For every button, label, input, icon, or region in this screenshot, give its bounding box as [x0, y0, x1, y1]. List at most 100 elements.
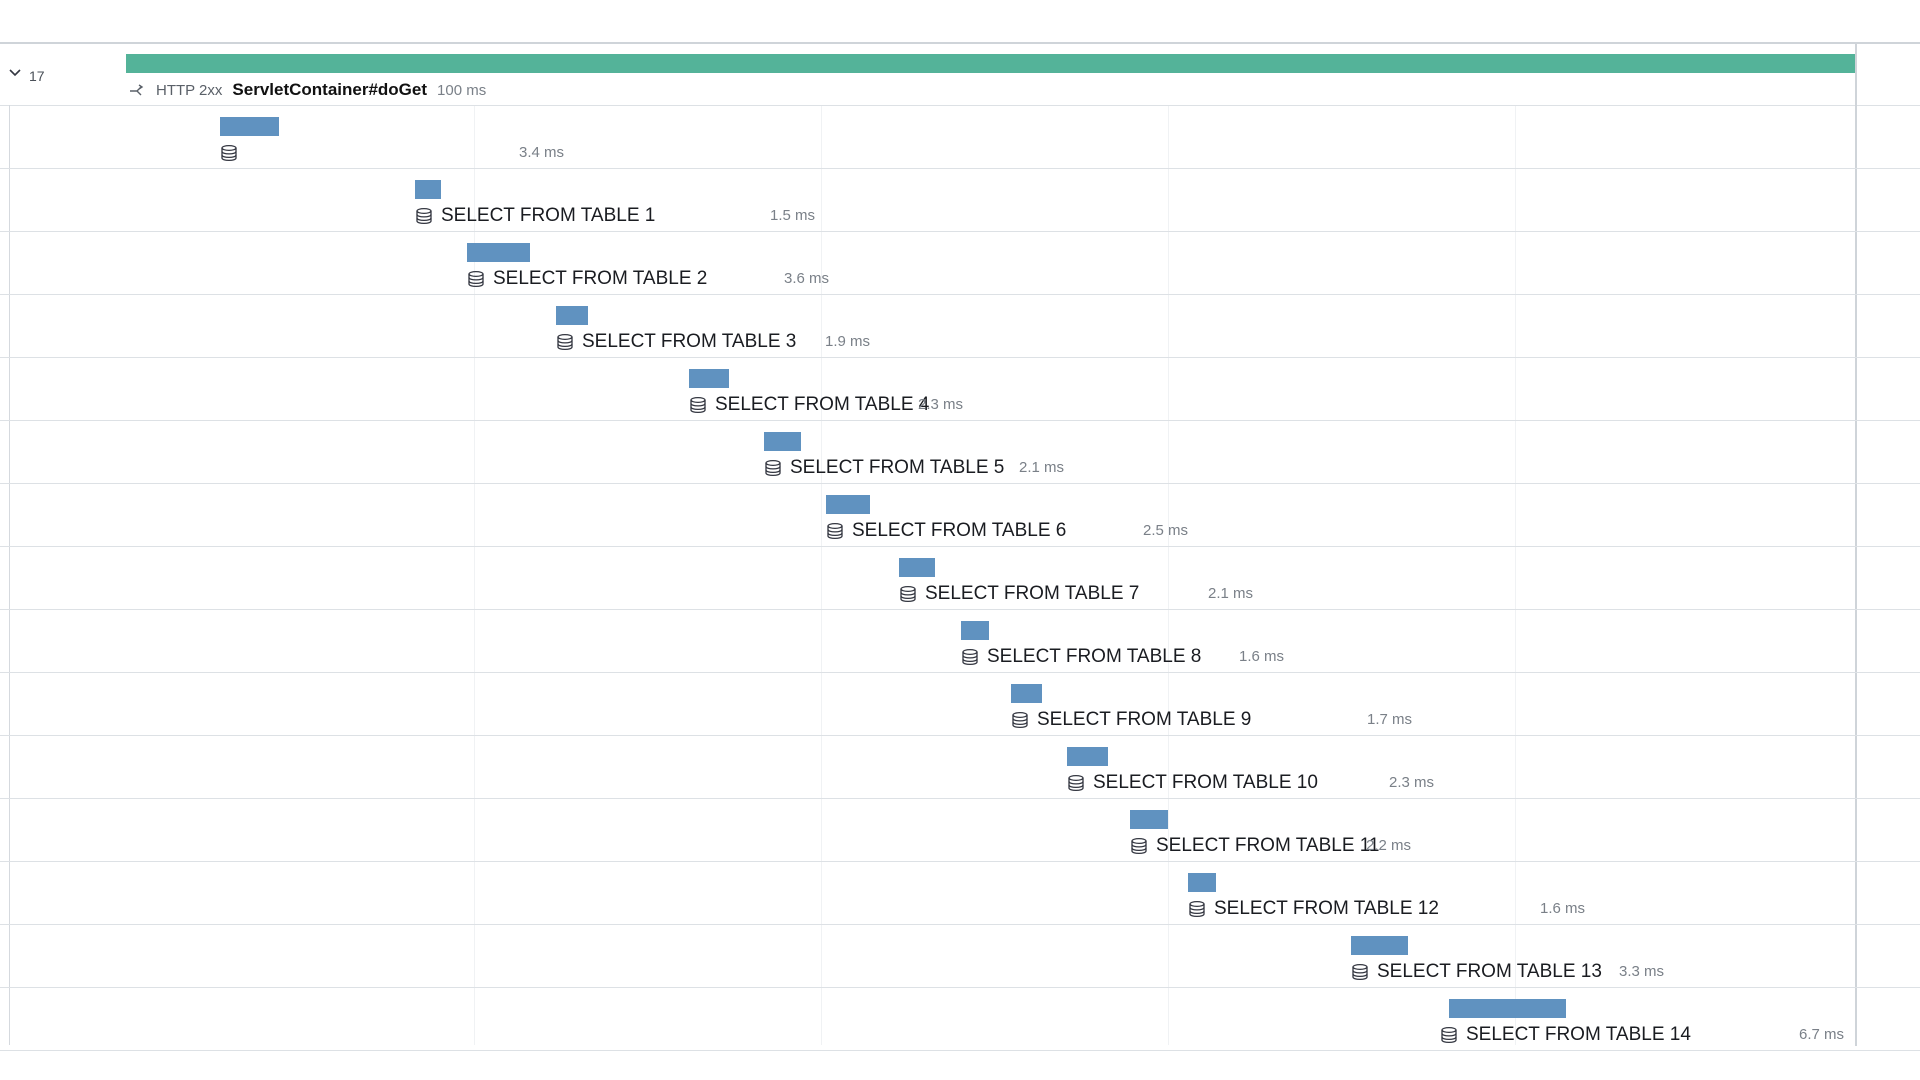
- span-label[interactable]: SELECT FROM TABLE 12: [1188, 898, 1439, 920]
- root-span-name: ServletContainer#doGet: [232, 80, 428, 99]
- database-icon: [1012, 711, 1028, 729]
- span-row[interactable]: [0, 610, 1920, 673]
- span-duration: 2.2 ms: [1366, 837, 1412, 854]
- span-row[interactable]: [0, 358, 1920, 421]
- span-name: SELECT FROM TABLE 8: [987, 646, 1202, 667]
- span-row[interactable]: [0, 232, 1920, 295]
- span-row[interactable]: [0, 106, 1920, 169]
- span-name: SELECT FROM TABLE 13: [1377, 961, 1602, 982]
- span-row[interactable]: [0, 484, 1920, 547]
- root-span-bar[interactable]: [126, 54, 1855, 73]
- database-icon: [962, 648, 978, 666]
- span-label[interactable]: SELECT FROM TABLE 14: [1440, 1024, 1691, 1046]
- database-icon: [221, 144, 237, 162]
- span-duration: 2.1 ms: [1208, 585, 1254, 602]
- span-row[interactable]: [0, 295, 1920, 358]
- span-row[interactable]: [0, 736, 1920, 799]
- span-row[interactable]: [0, 169, 1920, 232]
- root-transaction-row[interactable]: [0, 44, 1920, 106]
- span-label[interactable]: SELECT FROM TABLE 2: [467, 268, 707, 290]
- span-duration: 1.6 ms: [1239, 648, 1285, 665]
- span-name: SELECT FROM TABLE 2: [493, 268, 708, 289]
- route-icon: [130, 84, 144, 96]
- span-label[interactable]: SELECT FROM TABLE 4: [689, 394, 929, 416]
- span-bar[interactable]: [826, 495, 870, 514]
- span-label[interactable]: SELECT FROM TABLE 1: [415, 205, 655, 227]
- database-icon: [1441, 1026, 1457, 1044]
- database-icon: [1352, 963, 1368, 981]
- span-label[interactable]: SELECT FROM TABLE 7: [899, 583, 1139, 605]
- chevron-down-icon: [9, 69, 21, 77]
- span-row[interactable]: [0, 421, 1920, 484]
- span-label[interactable]: SELECT FROM TABLE 9: [1011, 709, 1251, 731]
- span-label[interactable]: SELECT FROM TABLE 13: [1351, 961, 1602, 983]
- span-name: SELECT FROM TABLE 11: [1156, 835, 1380, 856]
- span-bar[interactable]: [1130, 810, 1168, 829]
- span-bar[interactable]: [689, 369, 729, 388]
- database-icon: [900, 585, 916, 603]
- database-icon: [1131, 837, 1147, 855]
- span-row[interactable]: [0, 862, 1920, 925]
- span-label[interactable]: SELECT FROM TABLE 10: [1067, 772, 1318, 794]
- span-label[interactable]: SELECT FROM TABLE 8: [961, 646, 1201, 668]
- timeline-grid-line: [1515, 105, 1516, 1045]
- span-duration: 2.3 ms: [1389, 774, 1435, 791]
- span-bar[interactable]: [899, 558, 935, 577]
- timeline-end-line: [1855, 44, 1857, 1046]
- span-name: SELECT FROM TABLE 12: [1214, 898, 1439, 919]
- database-icon: [765, 459, 781, 477]
- span-name: SELECT FROM TABLE 10: [1093, 772, 1318, 793]
- span-duration: 3.4 ms: [519, 144, 565, 161]
- http-status-badge: HTTP 2xx: [156, 81, 223, 99]
- span-duration: 3.3 ms: [1619, 963, 1665, 980]
- span-label[interactable]: SELECT FROM TABLE 6: [826, 520, 1066, 542]
- span-row[interactable]: [0, 988, 1920, 1051]
- database-icon: [827, 522, 843, 540]
- timeline-grid-line: [1168, 105, 1169, 1045]
- span-duration: 3.6 ms: [784, 270, 830, 287]
- span-row[interactable]: [0, 799, 1920, 862]
- database-icon: [468, 270, 484, 288]
- span-duration: 1.5 ms: [770, 207, 816, 224]
- span-duration: 1.7 ms: [1367, 711, 1413, 728]
- span-name: SELECT FROM TABLE 5: [790, 457, 1005, 478]
- span-name: SELECT FROM TABLE 3: [582, 331, 797, 352]
- timeline-grid-line: [821, 105, 822, 1045]
- span-bar[interactable]: [467, 243, 530, 262]
- span-name: SELECT FROM TABLE 9: [1037, 709, 1252, 730]
- span-name: SELECT FROM TABLE 1: [441, 205, 656, 226]
- expand-toggle[interactable]: 17: [6, 66, 46, 86]
- span-bar[interactable]: [1351, 936, 1408, 955]
- span-bar[interactable]: [415, 180, 441, 199]
- span-label[interactable]: SELECT FROM TABLE 5: [764, 457, 1004, 479]
- span-row[interactable]: [0, 925, 1920, 988]
- span-duration: 2.5 ms: [1143, 522, 1189, 539]
- span-duration: 1.9 ms: [825, 333, 871, 350]
- span-row[interactable]: [0, 673, 1920, 736]
- span-bar[interactable]: [1449, 999, 1566, 1018]
- span-bar[interactable]: [1188, 873, 1216, 892]
- span-name: SELECT FROM TABLE 7: [925, 583, 1140, 604]
- span-duration: 1.6 ms: [1540, 900, 1586, 917]
- span-bar[interactable]: [764, 432, 801, 451]
- database-icon: [690, 396, 706, 414]
- database-icon: [1189, 900, 1205, 918]
- span-name: SELECT FROM TABLE 14: [1466, 1024, 1691, 1045]
- span-label[interactable]: SELECT FROM TABLE 11: [1130, 835, 1380, 857]
- database-icon: [1068, 774, 1084, 792]
- child-count: 17: [29, 68, 45, 84]
- span-bar[interactable]: [961, 621, 989, 640]
- root-span-duration: 100 ms: [437, 81, 487, 99]
- span-bar[interactable]: [220, 117, 279, 136]
- span-label[interactable]: [220, 142, 246, 164]
- span-duration: 6.7 ms: [1799, 1026, 1845, 1043]
- database-icon: [557, 333, 573, 351]
- span-label[interactable]: SELECT FROM TABLE 3: [556, 331, 796, 353]
- span-bar[interactable]: [1067, 747, 1108, 766]
- span-bar[interactable]: [556, 306, 588, 325]
- span-row[interactable]: [0, 547, 1920, 610]
- tree-rail: [9, 105, 10, 1045]
- root-span-label[interactable]: HTTP 2xx ServletContainer#doGet 100 ms: [128, 80, 486, 100]
- span-name: SELECT FROM TABLE 4: [715, 394, 930, 415]
- span-bar[interactable]: [1011, 684, 1042, 703]
